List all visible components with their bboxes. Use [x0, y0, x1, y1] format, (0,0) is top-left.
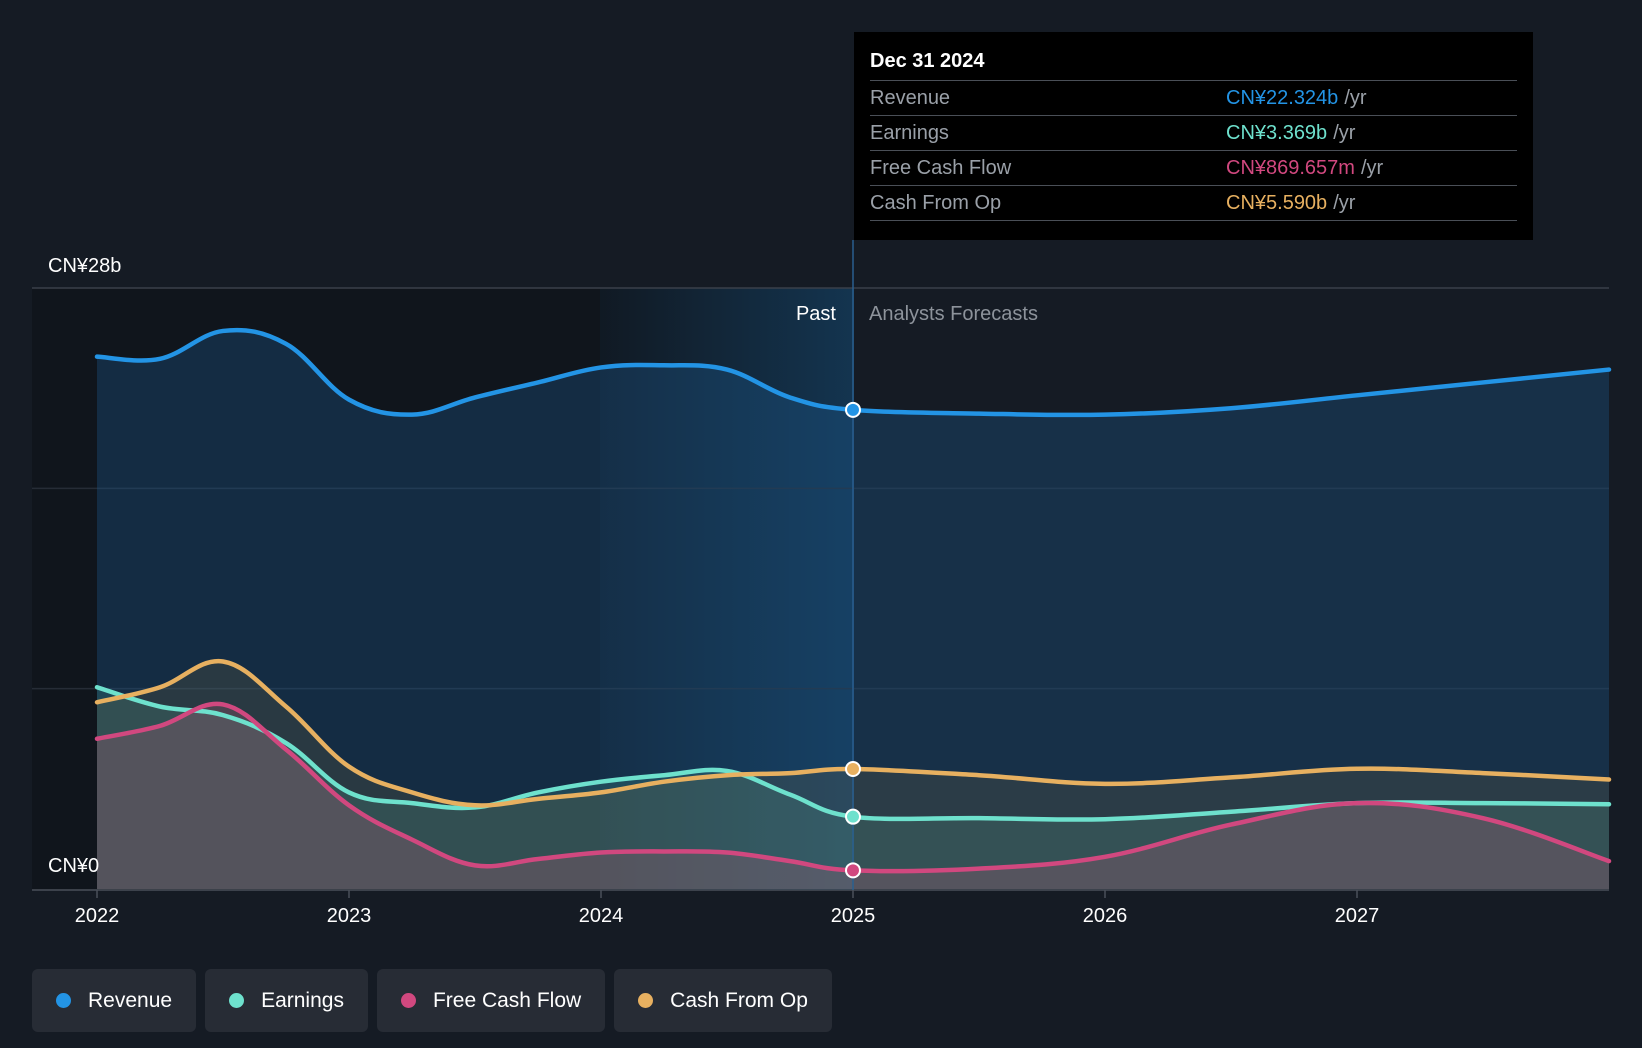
legend-label: Free Cash Flow [432, 988, 582, 1012]
free-cash-flow-line [94, 701, 1612, 874]
cash-from-op-marker [845, 761, 861, 778]
earnings-marker [845, 808, 861, 825]
legend-dot-icon [229, 993, 245, 1008]
tooltip-row: Cash From Op CN¥5.590b/yr [870, 185, 1517, 221]
cash-from-op-line [94, 658, 1612, 808]
tooltip-rows: Revenue CN¥22.324b/yr Earnings CN¥3.369b/yr… [870, 80, 1517, 221]
x-tick-label: 2025 [831, 905, 876, 927]
tooltip-row: Revenue CN¥22.324b/yr [870, 80, 1517, 115]
legend-item-cash-from-op[interactable]: Cash From Op [614, 969, 832, 1032]
grid-lines [32, 287, 1609, 891]
tooltip-row-name: Cash From Op [870, 191, 1002, 214]
earnings-line [94, 684, 1612, 822]
financials-chart: Past Analysts Forecasts CN¥28b CN¥0 2022… [32, 240, 1612, 927]
x-tick-label: 2027 [1335, 905, 1380, 927]
tooltip-row-value: CN¥22.324b [1226, 86, 1339, 109]
x-tick-label: 2026 [1083, 905, 1128, 927]
tooltip-row-unit: /yr [1360, 156, 1384, 179]
x-axis: 2022 2023 2024 2025 2026 2027 [75, 890, 1380, 927]
tooltip-row-unit: /yr [1333, 191, 1356, 214]
tooltip-markers [845, 401, 861, 879]
tooltip-row-unit: /yr [1344, 86, 1367, 109]
x-tick-label: 2023 [327, 905, 372, 927]
legend-label: Revenue [88, 988, 173, 1012]
tooltip-row-value: CN¥5.590b [1226, 191, 1328, 214]
x-tick-label: 2022 [75, 905, 120, 927]
free-cash-flow-area [97, 703, 1609, 889]
tooltip-row: Free Cash Flow CN¥869.657m/yr [870, 150, 1517, 185]
legend-item-earnings[interactable]: Earnings [205, 969, 368, 1032]
legend-dot-icon [56, 993, 71, 1008]
x-tick-label: 2024 [579, 905, 624, 927]
tooltip-row-unit: /yr [1333, 121, 1356, 144]
revenue-line [94, 327, 1612, 418]
past-label: Past [796, 303, 836, 325]
legend-dot-icon [638, 993, 654, 1008]
revenue-marker [845, 401, 861, 418]
tooltip-row-name: Earnings [870, 121, 949, 144]
y-tick-label-top: CN¥28b [48, 255, 121, 277]
legend-item-revenue[interactable]: Revenue [32, 969, 197, 1032]
legend-dot-icon [400, 993, 416, 1008]
tooltip-panel: Dec 31 2024 Revenue CN¥22.324b/yr Earnings… [854, 32, 1533, 240]
legend-label: Cash From Op [670, 988, 808, 1012]
series-lines [94, 327, 1612, 874]
tooltip-date: Dec 31 2024 [870, 50, 985, 72]
tooltip-row-name: Revenue [870, 86, 951, 109]
tooltip-row-value: CN¥869.657m [1226, 156, 1355, 179]
legend: Revenue Earnings Free Cash Flow Cash From O… [32, 969, 832, 1032]
tooltip-row-name: Free Cash Flow [870, 156, 1012, 179]
earnings-area [97, 687, 1609, 889]
tooltip-row-value: CN¥3.369b [1226, 121, 1328, 144]
forecast-label: Analysts Forecasts [869, 303, 1038, 325]
legend-item-free-cash-flow[interactable]: Free Cash Flow [376, 969, 606, 1032]
legend-label: Earnings [261, 988, 344, 1012]
past-highlight-band [600, 288, 854, 890]
y-tick-label-zero: CN¥0 [48, 855, 99, 877]
tooltip-row: Earnings CN¥3.369b/yr [870, 115, 1517, 150]
free-cash-flow-marker [845, 862, 861, 879]
